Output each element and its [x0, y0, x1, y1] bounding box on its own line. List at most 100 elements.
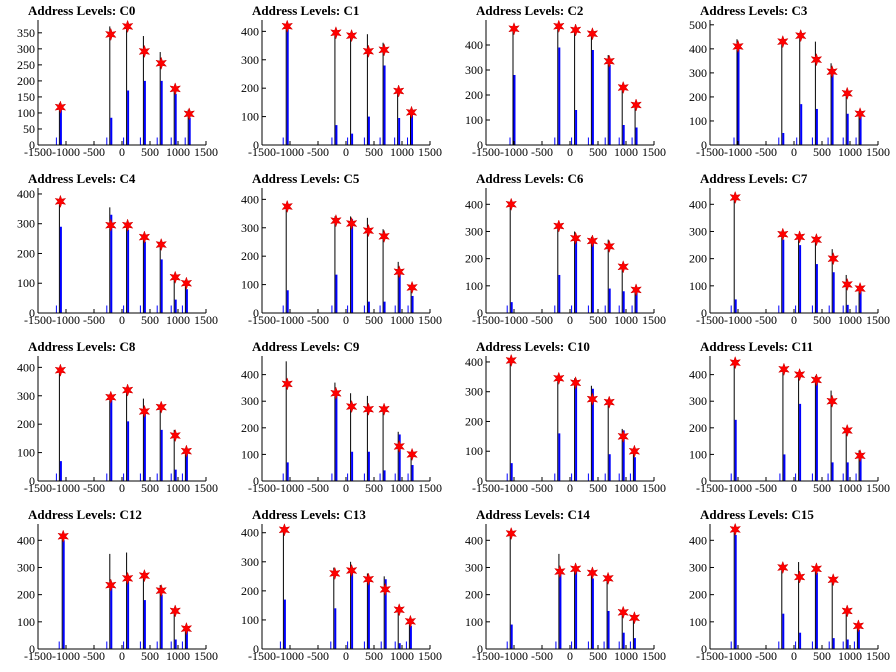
x-tick-label: -500: [531, 649, 553, 663]
x-tick-label: 500: [813, 649, 831, 663]
x-tick-label: -1000: [52, 313, 80, 327]
y-tick-label: 400: [241, 526, 259, 540]
x-tick-label: 500: [141, 145, 159, 159]
y-tick-label: 0: [477, 474, 483, 488]
x-tick-label: -500: [755, 313, 777, 327]
x-tick-label: 500: [813, 481, 831, 495]
peak-marker: [776, 227, 789, 241]
peak-marker: [393, 602, 406, 617]
x-tick-label: 500: [141, 649, 159, 663]
chart-panel: Address Levels: C13 0 100 200 300 400 -1500 -10…: [241, 507, 442, 663]
x-tick-label: 500: [589, 649, 607, 663]
y-tick-label: 300: [465, 63, 483, 77]
peak-marker: [138, 404, 151, 419]
peak-marker: [155, 400, 168, 414]
y-tick-label: 400: [689, 197, 707, 211]
y-tick-label: 300: [241, 53, 259, 67]
y-tick-label: 300: [689, 394, 707, 408]
chart-title: Address Levels: C15: [700, 507, 814, 522]
x-tick-label: -500: [307, 649, 329, 663]
peak-marker: [104, 390, 117, 404]
x-tick-label: 500: [141, 481, 159, 495]
peak-marker: [54, 100, 67, 114]
y-tick-label: 200: [241, 249, 259, 263]
peak-marker: [169, 604, 182, 618]
peak-marker: [406, 280, 418, 295]
peak-marker: [54, 363, 67, 377]
peak-marker: [281, 199, 294, 214]
peak-marker: [104, 578, 117, 592]
peak-marker: [104, 218, 117, 232]
x-tick-label: -1000: [276, 649, 304, 663]
x-tick-label: 1000: [614, 145, 638, 159]
x-tick-label: -500: [755, 145, 777, 159]
peak-marker: [121, 19, 134, 34]
x-tick-label: 1000: [166, 145, 190, 159]
peak-marker: [104, 27, 117, 42]
y-tick-label: 0: [29, 138, 35, 152]
x-tick-label: 1500: [194, 649, 218, 663]
peak-marker: [362, 44, 375, 59]
y-tick-label: 0: [701, 138, 707, 152]
chart-panel: Address Levels: C5 0 100 200 300 400 -1500 -100…: [241, 171, 442, 327]
peak-marker: [841, 277, 854, 292]
x-tick-label: -500: [83, 313, 105, 327]
x-tick-label: 1500: [642, 145, 666, 159]
x-tick-label: 1000: [390, 313, 414, 327]
peak-marker: [826, 394, 838, 408]
peak-marker: [505, 353, 518, 368]
y-tick-label: 500: [689, 18, 707, 32]
chart-title: Address Levels: C5: [252, 171, 360, 186]
chart-title: Address Levels: C9: [252, 339, 360, 354]
peak-marker: [793, 570, 806, 584]
peak-marker: [362, 572, 375, 586]
y-tick-label: 400: [241, 24, 259, 38]
y-tick-label: 400: [465, 38, 483, 52]
x-tick-label: 0: [791, 313, 797, 327]
x-tick-label: -500: [531, 481, 553, 495]
peak-marker: [729, 355, 742, 370]
x-tick-label: 1500: [866, 481, 890, 495]
x-tick-label: 1500: [642, 481, 666, 495]
x-tick-label: -1500: [696, 313, 724, 327]
chart-panel: Address Levels: C4 0 100 200 300 400 -1500 -100…: [17, 171, 218, 327]
peak-marker: [841, 423, 854, 438]
y-tick-label: 300: [241, 555, 259, 569]
x-tick-label: 500: [589, 145, 607, 159]
peak-marker: [406, 447, 418, 462]
peak-marker: [345, 28, 358, 43]
peak-marker: [378, 229, 390, 244]
x-tick-label: 0: [343, 313, 349, 327]
peak-marker: [405, 105, 418, 120]
y-tick-label: 300: [241, 221, 259, 235]
y-tick-label: 200: [241, 421, 259, 435]
chart-panel: Address Levels: C12 0 100 200 300 400 -1500 -10…: [17, 507, 218, 663]
peak-marker: [569, 562, 582, 576]
peak-marker: [827, 572, 840, 587]
y-tick-label: 0: [701, 474, 707, 488]
x-tick-label: 500: [141, 313, 159, 327]
y-tick-label: 100: [17, 106, 35, 120]
peak-marker: [508, 21, 520, 36]
chart-title: Address Levels: C0: [28, 3, 135, 18]
x-tick-label: -1000: [724, 313, 752, 327]
peak-marker: [281, 377, 294, 391]
y-tick-label: 400: [689, 533, 707, 547]
peak-marker: [603, 395, 616, 409]
y-tick-label: 300: [17, 217, 35, 231]
x-tick-label: 1500: [194, 313, 218, 327]
y-tick-label: 0: [477, 138, 483, 152]
x-tick-label: -500: [531, 145, 553, 159]
x-tick-label: -500: [83, 481, 105, 495]
chart-title: Address Levels: C3: [700, 3, 808, 18]
chart-title: Address Levels: C12: [28, 507, 142, 522]
x-tick-label: 0: [343, 649, 349, 663]
y-tick-label: 0: [253, 642, 259, 656]
peak-marker: [602, 571, 614, 586]
x-tick-label: -1500: [248, 145, 276, 159]
x-tick-label: 0: [567, 649, 573, 663]
peak-marker: [393, 265, 406, 279]
peak-marker: [345, 399, 358, 414]
x-tick-label: 1000: [838, 481, 862, 495]
peak-marker: [330, 213, 342, 228]
